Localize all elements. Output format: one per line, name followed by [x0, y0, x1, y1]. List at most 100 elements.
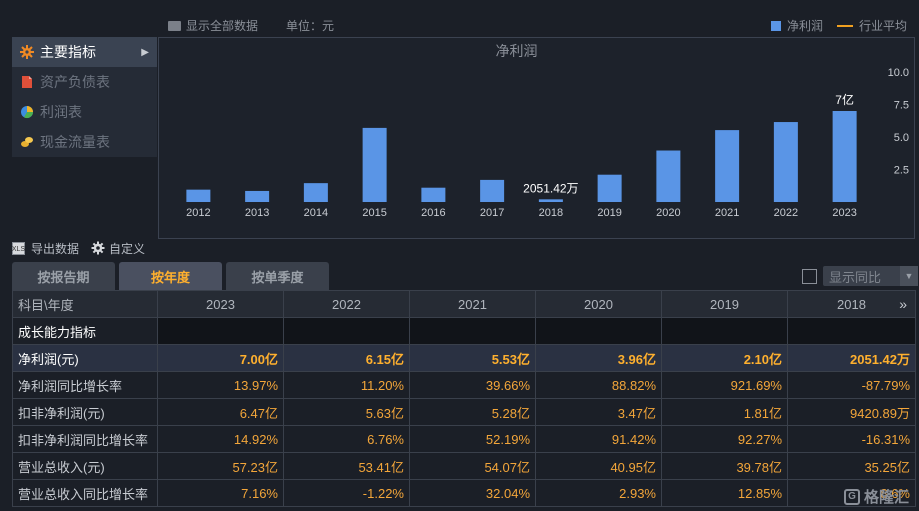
cell-value: 53.41亿: [283, 452, 410, 480]
tab-by-quarter[interactable]: 按单季度: [226, 262, 329, 290]
year-header: 2022: [283, 290, 410, 318]
bar[interactable]: [832, 111, 857, 202]
pie-chart-icon: [21, 106, 33, 119]
cell-value: 12.85%: [661, 479, 788, 507]
table-row[interactable]: 营业总收入(元) 57.23亿 53.41亿 54.07亿 40.95亿 39.…: [12, 452, 916, 480]
cell-value: 5.53亿: [409, 344, 536, 372]
chart-legend: 净利润 行业平均: [770, 17, 907, 34]
row-label: 净利润(元): [12, 344, 158, 372]
data-label: 2051.42万: [523, 181, 578, 195]
customize-button[interactable]: 自定义: [91, 240, 145, 257]
yoy-checkbox[interactable]: [802, 268, 817, 284]
cell-value: 921.69%: [661, 371, 788, 399]
legend-industry-avg[interactable]: 行业平均: [858, 19, 907, 33]
cell-value: -1.22%: [283, 479, 410, 507]
watermark-text: 格隆汇: [863, 489, 909, 506]
menu-item-label: 主要指标: [40, 44, 96, 60]
y-tick-label: 5.0: [894, 132, 909, 144]
cell-value: 88.82%: [535, 371, 662, 399]
cell-value: 54.07亿: [409, 452, 536, 480]
indicator-menu: 主要指标 ▶ 资产负债表 利润表 现金流量表: [12, 37, 157, 157]
cell-value: 57.23亿: [157, 452, 284, 480]
cell-value: 11.20%: [283, 371, 410, 399]
year-header: 2023: [157, 290, 284, 318]
subject-year-header: 科目\年度: [12, 290, 158, 318]
row-label: 营业总收入(元): [12, 452, 158, 480]
cell-value: 8.6%: [787, 479, 916, 507]
y-tick-label: 2.5: [894, 165, 909, 177]
top-bar: 显示全部数据 单位：元 净利润 行业平均: [0, 0, 919, 36]
export-data-button[interactable]: XLS 导出数据: [12, 240, 79, 257]
cell-value: 1.81亿: [661, 398, 788, 426]
cell-value: 14.92%: [157, 425, 284, 453]
x-tick-label: 2018: [539, 207, 563, 219]
table-row[interactable]: 营业总收入同比增长率 7.16% -1.22% 32.04% 2.93% 12.…: [12, 479, 916, 507]
cell-value: 3.47亿: [535, 398, 662, 426]
x-tick-label: 2022: [774, 207, 798, 219]
menu-item-income-statement[interactable]: 利润表: [12, 97, 157, 127]
tab-by-report-period[interactable]: 按报告期: [12, 262, 115, 290]
bar[interactable]: [362, 127, 387, 202]
cell-value: 35.25亿: [787, 452, 916, 480]
year-header-label: 2018: [837, 296, 866, 312]
bar[interactable]: [303, 183, 328, 202]
x-tick-label: 2017: [480, 207, 504, 219]
bar-chart: 净利润 2.5 5.0 7.5 10.0 2012 2013 2014 2015 2016 2017…: [186, 43, 909, 219]
bar[interactable]: [715, 130, 740, 202]
more-columns-icon[interactable]: »: [899, 296, 907, 312]
legend-net-profit[interactable]: 净利润: [786, 19, 823, 33]
cell-value: 5.63亿: [283, 398, 410, 426]
yoy-select-value: 显示同比: [829, 269, 882, 285]
table-row[interactable]: 扣非净利润同比增长率 14.92% 6.76% 52.19% 91.42% 92…: [12, 425, 916, 453]
show-all-data-toggle[interactable]: 显示全部数据: [168, 17, 258, 34]
cell-value: 40.95亿: [535, 452, 662, 480]
menu-item-balance-sheet[interactable]: 资产负债表: [12, 67, 157, 97]
bar[interactable]: [480, 179, 505, 202]
gear-icon: [20, 45, 34, 59]
x-tick-label: 2012: [186, 207, 210, 219]
cell-value: 39.78亿: [661, 452, 788, 480]
table-row[interactable]: 净利润同比增长率 13.97% 11.20% 39.66% 88.82% 921…: [12, 371, 916, 399]
cell-value: 5.28亿: [409, 398, 536, 426]
cell-value: 2051.42万: [787, 344, 916, 372]
coins-icon: [21, 137, 33, 147]
row-label: 营业总收入同比增长率: [12, 479, 158, 507]
table-header-row: 科目\年度 2023 2022 2021 2020 2019 2018 »: [12, 290, 916, 318]
bar[interactable]: [773, 122, 798, 202]
toolbar: XLS 导出数据 自定义: [12, 238, 145, 258]
table-row[interactable]: 扣非净利润(元) 6.47亿 5.63亿 5.28亿 3.47亿 1.81亿 9…: [12, 398, 916, 426]
yoy-select[interactable]: 显示同比 ▼: [823, 266, 918, 286]
bar[interactable]: [597, 174, 622, 202]
cell-value: -16.31%: [787, 425, 916, 453]
menu-item-label: 现金流量表: [40, 134, 110, 150]
year-header: 2019: [661, 290, 788, 318]
bar[interactable]: [245, 190, 270, 202]
section-label: 成长能力指标: [12, 317, 158, 345]
x-tick-label: 2021: [715, 207, 739, 219]
export-label: 导出数据: [31, 241, 80, 256]
table-row[interactable]: 净利润(元) 7.00亿 6.15亿 5.53亿 3.96亿 2.10亿 205…: [12, 344, 916, 372]
financial-table: 科目\年度 2023 2022 2021 2020 2019 2018 » 成长…: [12, 290, 916, 507]
data-label: 7亿: [835, 92, 854, 107]
bar[interactable]: [538, 199, 563, 202]
tab-by-year[interactable]: 按年度: [119, 262, 222, 290]
menu-item-label: 资产负债表: [40, 74, 110, 90]
net-profit-chart: 净利润 2.5 5.0 7.5 10.0 2012 2013 2014 2015 2016 2017…: [158, 37, 915, 239]
period-tabs: 按报告期 按年度 按单季度: [12, 262, 329, 290]
year-header: 2020: [535, 290, 662, 318]
cell-value: 2.10亿: [661, 344, 788, 372]
svg-text:XLS: XLS: [12, 246, 25, 253]
menu-item-main-indicators[interactable]: 主要指标 ▶: [12, 37, 157, 67]
year-header: 2018 »: [787, 290, 916, 318]
unit-label: 单位：元: [286, 19, 335, 33]
cell-value: 6.47亿: [157, 398, 284, 426]
legend-bar-swatch: [770, 20, 781, 31]
bar[interactable]: [421, 187, 446, 202]
bar[interactable]: [186, 189, 211, 202]
row-label: 扣非净利润同比增长率: [12, 425, 158, 453]
menu-item-cash-flow[interactable]: 现金流量表: [12, 127, 157, 157]
cell-value: 39.66%: [409, 371, 536, 399]
export-icon: XLS: [12, 241, 25, 255]
menu-item-label: 利润表: [40, 104, 82, 120]
bar[interactable]: [656, 150, 681, 202]
